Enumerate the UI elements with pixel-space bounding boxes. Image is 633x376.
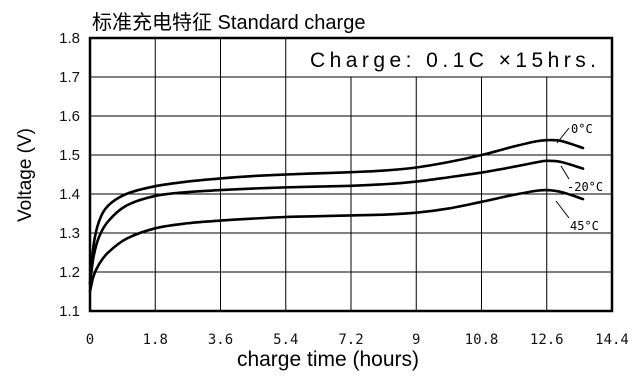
x-tick-labels: 0 1.8 3.6 5.4 7.2 9 10.8 12.6 14.4 <box>86 332 629 348</box>
plot-border <box>88 36 614 313</box>
x-tick-label: 14.4 <box>595 332 629 348</box>
x-tick-label: 7.2 <box>338 332 363 348</box>
series-line-1 <box>88 159 585 285</box>
y-tick-label: 1.5 <box>59 147 80 164</box>
y-tick-label: 1.8 <box>59 30 80 47</box>
series-label: 0°C <box>571 122 593 136</box>
series-line-2 <box>88 188 585 293</box>
y-tick-label: 1.7 <box>59 69 80 86</box>
x-tick-label: 10.8 <box>465 332 499 348</box>
series-group <box>88 138 585 293</box>
series-labels: 0°C -20°C 45°C <box>555 122 603 233</box>
chart-title: 标准充电特征 Standard charge <box>92 11 365 34</box>
y-axis-label: Voltage (V) <box>15 128 36 222</box>
series-label: 45°C <box>570 219 599 233</box>
series-line-0 <box>88 138 585 285</box>
x-tick-label: 0 <box>86 332 94 348</box>
x-tick-label: 3.6 <box>208 332 233 348</box>
y-tick-label: 1.3 <box>59 225 80 242</box>
grid <box>89 37 613 312</box>
series-label: -20°C <box>567 180 603 194</box>
x-tick-label: 12.6 <box>530 332 564 348</box>
y-tick-label: 1.2 <box>59 264 80 281</box>
series-label-leader <box>555 200 570 219</box>
annotation-text: Charge: 0.1C ×15hrs. <box>310 49 596 72</box>
series-label-leader <box>556 127 570 144</box>
series-label-leader <box>560 165 570 180</box>
y-tick-labels: 1.8 1.7 1.6 1.5 1.4 1.3 1.2 1.1 <box>59 30 80 320</box>
annotation-box <box>287 39 611 77</box>
x-tick-label: 5.4 <box>273 332 298 348</box>
x-tick-label: 9 <box>412 332 420 348</box>
x-axis-label: charge time (hours) <box>237 348 419 371</box>
x-tick-label: 1.8 <box>143 332 168 348</box>
y-tick-label: 1.4 <box>59 186 80 203</box>
y-tick-label: 1.6 <box>59 108 80 125</box>
y-tick-label: 1.1 <box>59 303 80 320</box>
